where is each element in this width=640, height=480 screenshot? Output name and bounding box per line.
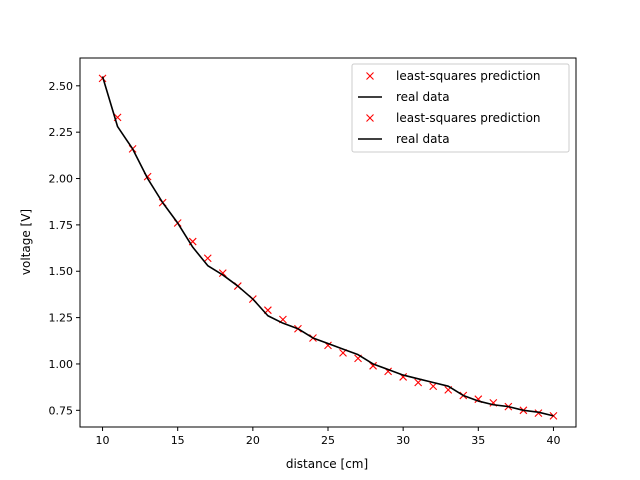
legend-label: least-squares prediction (396, 69, 541, 83)
marker-stroke (324, 341, 332, 350)
x-tick-label: 25 (321, 434, 335, 447)
marker-stroke (143, 172, 152, 181)
x-tick-label: 10 (96, 434, 110, 447)
data-point-marker (218, 269, 227, 277)
legend: least-squares prediction real data least-s… (351, 63, 570, 153)
data-point-marker (534, 409, 543, 417)
legend-label: real data (396, 90, 450, 104)
y-tick-label: 2.25 (49, 126, 74, 139)
plot-area (98, 74, 558, 420)
marker-stroke (366, 72, 374, 80)
legend-box (351, 63, 570, 153)
marker-stroke (366, 114, 374, 122)
legend-label: least-squares prediction (396, 111, 541, 125)
series-line-real-data (101, 76, 554, 417)
x-tick-label: 30 (396, 434, 410, 447)
x-tick-label: 40 (546, 434, 560, 447)
y-tick-label: 2.50 (49, 80, 74, 93)
x-tick-label: 35 (471, 434, 485, 447)
marker-stroke (549, 411, 558, 420)
y-tick-label: 0.75 (49, 404, 74, 417)
legend-marker-swatch (366, 72, 374, 80)
marker-stroke (203, 254, 212, 263)
y-axis-label: voltage [V] (19, 209, 33, 275)
marker-stroke (218, 269, 227, 277)
data-point-marker (549, 411, 558, 420)
x-tick-label: 15 (171, 434, 185, 447)
y-tick-label: 1.00 (49, 358, 74, 371)
marker-stroke (399, 373, 408, 381)
axes: 10 15 20 25 30 35 40 0.75 1.00 1.25 1.50 1.75 2.00 2.… (49, 57, 577, 447)
y-tick-label: 1.50 (49, 265, 74, 278)
marker-stroke (474, 395, 483, 404)
x-axis-label: distance [cm] (286, 457, 368, 471)
legend-marker-swatch (366, 114, 374, 122)
legend-label: real data (396, 132, 450, 146)
y-tick-label: 1.75 (49, 219, 74, 232)
y-tick-label: 2.00 (49, 173, 74, 186)
marker-stroke (384, 367, 393, 376)
x-tick-label: 20 (246, 434, 260, 447)
marker-stroke (369, 361, 377, 370)
marker-stroke (534, 409, 543, 417)
data-point-marker (203, 254, 212, 263)
marker-stroke (489, 399, 498, 407)
data-point-marker (369, 361, 377, 370)
y-tick-label: 1.25 (49, 312, 74, 325)
